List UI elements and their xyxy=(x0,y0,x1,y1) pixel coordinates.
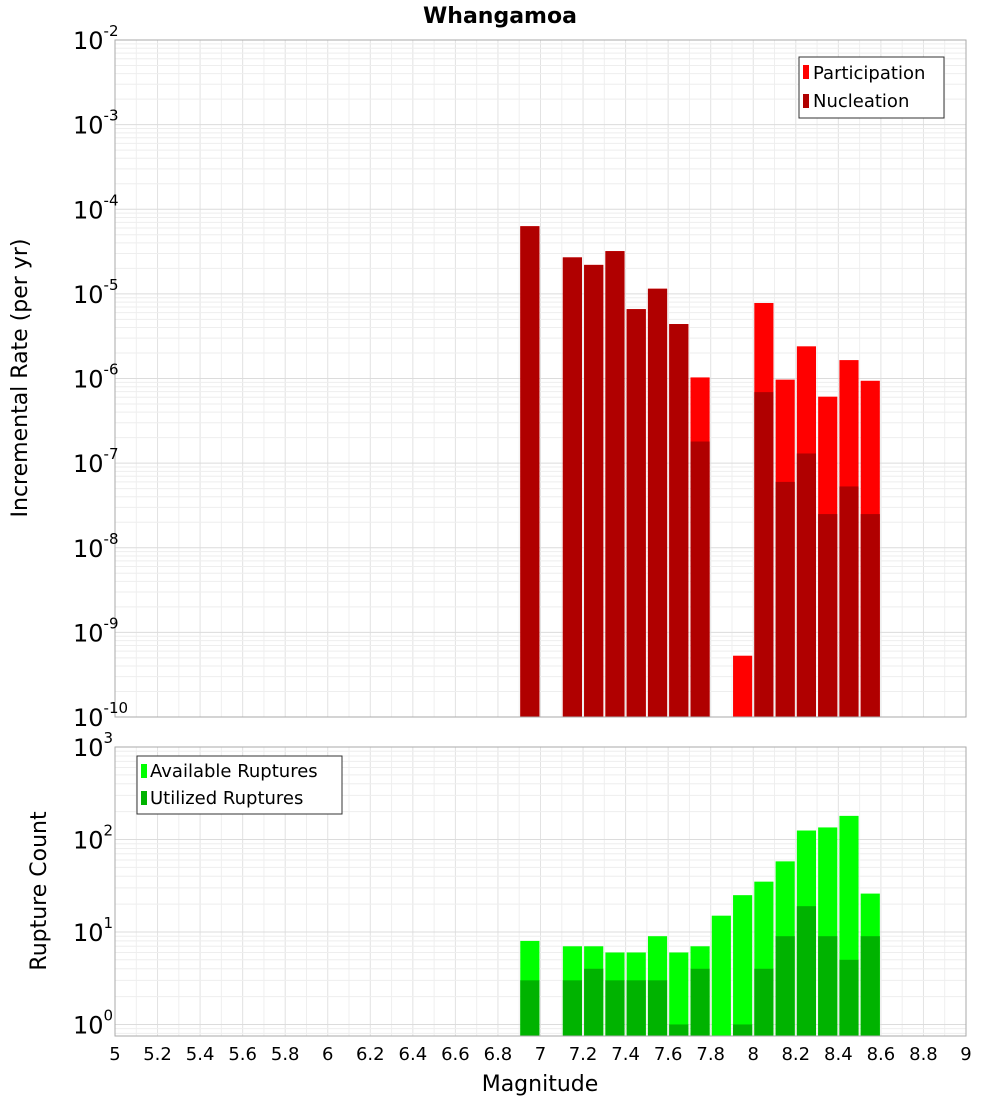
x-tick-label: 5.8 xyxy=(271,1044,300,1065)
x-tick-label: 5.4 xyxy=(186,1044,215,1065)
count-y-tick-label: 102 xyxy=(73,821,113,854)
count-bar-utilized-ruptures xyxy=(860,936,880,1036)
x-tick-label: 8 xyxy=(748,1044,759,1065)
x-tick-label: 8.2 xyxy=(781,1044,810,1065)
top-gridlines xyxy=(114,40,967,718)
rate-y-tick-label: 10-7 xyxy=(73,445,119,478)
rate-bar-nucleation xyxy=(839,486,859,717)
rate-y-tick-label: 10-9 xyxy=(73,614,119,647)
bottom-y-tick-labels: 100 101 102 103 xyxy=(73,729,113,1039)
x-tick-label: 8.8 xyxy=(909,1044,938,1065)
x-tick-label: 7.4 xyxy=(611,1044,640,1065)
rate-bar-nucleation xyxy=(818,514,838,717)
rate-y-tick-label: 10-3 xyxy=(73,107,119,140)
count-bar-available-ruptures xyxy=(733,895,753,1036)
rate-y-tick-label: 10-4 xyxy=(73,191,119,224)
legend-swatch-participation xyxy=(803,65,809,79)
legend-swatch-available xyxy=(141,764,147,778)
top-y-axis-label: Incremental Rate (per yr) xyxy=(8,239,33,518)
count-bar-utilized-ruptures xyxy=(520,980,540,1036)
count-y-tick-label: 101 xyxy=(73,914,113,947)
rate-bar-nucleation xyxy=(669,324,689,717)
rate-bar-nucleation xyxy=(626,309,646,717)
count-bar-utilized-ruptures xyxy=(754,968,774,1036)
top-legend: Participation Nucleation xyxy=(798,56,945,119)
x-tick-labels: 5 5.2 5.4 5.6 5.8 6 6.2 6.4 6.6 6.8 7 7.2 7.4 7.6 7.8 8… xyxy=(109,1044,971,1065)
x-tick-label: 6.8 xyxy=(484,1044,513,1065)
x-tick-label: 5.6 xyxy=(228,1044,257,1065)
rate-bar-nucleation xyxy=(647,288,668,717)
count-bar-available-ruptures xyxy=(669,952,689,1036)
rate-bar-nucleation xyxy=(520,226,540,717)
x-tick-label: 6.6 xyxy=(441,1044,470,1065)
rate-bar-nucleation xyxy=(605,251,625,717)
legend-label-utilized: Utilized Ruptures xyxy=(150,788,303,809)
rate-bar-nucleation xyxy=(775,481,795,717)
bottom-plot: 100 101 102 103 5 5.2 5.4 5.6 5.8 6 6.2 6.4 6.6 6.8 7… xyxy=(27,729,972,1097)
count-bar-utilized-ruptures xyxy=(562,980,582,1036)
legend-label-nucleation: Nucleation xyxy=(813,91,909,112)
bottom-bars xyxy=(520,815,880,1036)
x-tick-label: 7.8 xyxy=(696,1044,725,1065)
bottom-plot-frame xyxy=(114,746,967,1037)
x-tick-label: 8.4 xyxy=(824,1044,853,1065)
rate-bar-nucleation xyxy=(562,257,582,717)
rate-y-tick-label: 10-6 xyxy=(73,361,119,394)
rate-y-tick-label: 10-5 xyxy=(73,276,119,309)
legend-swatch-nucleation xyxy=(803,94,809,108)
count-bar-utilized-ruptures xyxy=(669,1024,689,1036)
rate-bar-nucleation xyxy=(690,441,710,717)
x-tick-label: 7 xyxy=(535,1044,546,1065)
rate-bar-nucleation xyxy=(754,392,774,717)
rate-bar-participation xyxy=(733,655,753,717)
count-bar-utilized-ruptures xyxy=(818,936,838,1036)
x-tick-label: 5 xyxy=(109,1044,120,1065)
top-legend-box xyxy=(798,56,945,119)
legend-swatch-utilized xyxy=(141,791,147,805)
bottom-y-axis-label: Rupture Count xyxy=(27,811,52,971)
count-bar-available-ruptures xyxy=(711,915,731,1036)
count-bar-utilized-ruptures xyxy=(626,980,646,1036)
count-y-tick-label: 103 xyxy=(73,729,113,762)
legend-label-available: Available Ruptures xyxy=(150,761,318,782)
count-bar-utilized-ruptures xyxy=(775,936,795,1036)
rate-bar-nucleation xyxy=(860,514,880,717)
top-plot: 10-10 10-9 10-8 10-7 10-6 10-5 10-4 10-3 10-2 In… xyxy=(8,22,967,732)
x-tick-label: 6.2 xyxy=(356,1044,385,1065)
top-plot-frame xyxy=(114,39,967,718)
count-bar-utilized-ruptures xyxy=(605,980,625,1036)
rate-y-tick-label: 10-10 xyxy=(73,699,128,732)
x-tick-label: 5.2 xyxy=(143,1044,172,1065)
top-bars xyxy=(520,226,880,717)
x-tick-label: 9 xyxy=(960,1044,971,1065)
count-bar-utilized-ruptures xyxy=(690,968,710,1036)
bottom-legend-box xyxy=(136,755,343,815)
x-tick-label: 8.6 xyxy=(867,1044,896,1065)
count-bar-utilized-ruptures xyxy=(839,959,859,1036)
rate-y-tick-label: 10-8 xyxy=(73,530,119,563)
rate-bar-nucleation xyxy=(796,453,817,717)
x-tick-label: 6 xyxy=(322,1044,333,1065)
rate-y-tick-label: 10-2 xyxy=(73,22,119,55)
rate-bar-nucleation xyxy=(584,264,604,717)
x-tick-label: 7.2 xyxy=(569,1044,598,1065)
legend-label-participation: Participation xyxy=(813,63,925,84)
count-bar-utilized-ruptures xyxy=(796,906,817,1036)
x-axis-label: Magnitude xyxy=(482,1072,599,1097)
count-y-tick-label: 100 xyxy=(73,1006,113,1039)
count-bar-utilized-ruptures xyxy=(733,1024,753,1036)
chart-title: Whangamoa xyxy=(423,4,577,29)
bottom-legend: Available Ruptures Utilized Ruptures xyxy=(136,755,343,815)
x-tick-label: 6.4 xyxy=(399,1044,428,1065)
count-bar-utilized-ruptures xyxy=(584,968,604,1036)
x-tick-label: 7.6 xyxy=(654,1044,683,1065)
count-bar-utilized-ruptures xyxy=(647,980,668,1036)
top-y-tick-labels: 10-10 10-9 10-8 10-7 10-6 10-5 10-4 10-3 10-2 xyxy=(73,22,128,732)
